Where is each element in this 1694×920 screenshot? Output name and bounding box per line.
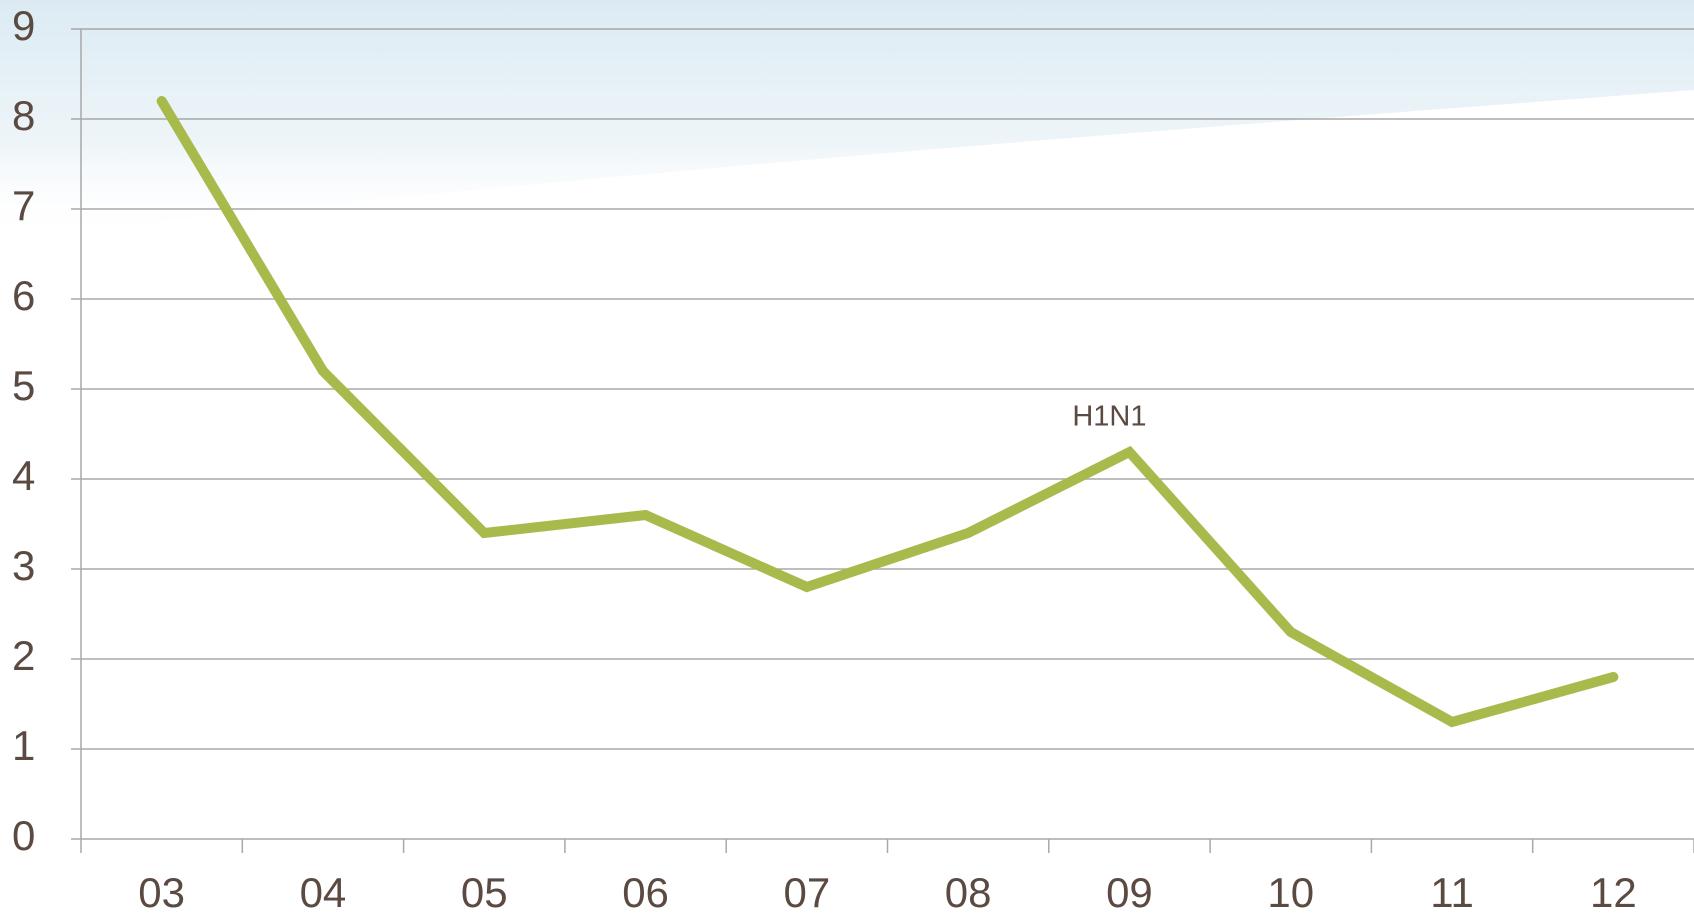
y-tick-label: 8 (12, 92, 35, 139)
x-tick-label: 07 (783, 869, 830, 916)
y-tick-label: 6 (12, 272, 35, 319)
x-tick-label: 09 (1106, 869, 1153, 916)
y-tick-label: 4 (12, 452, 35, 499)
y-tick-label: 9 (12, 2, 35, 49)
x-tick-label: 06 (622, 869, 669, 916)
x-tick-label: 05 (461, 869, 508, 916)
x-tick-label: 12 (1590, 869, 1637, 916)
line (156, 96, 1619, 728)
x-tick-label: 08 (945, 869, 992, 916)
x-tick-label: 11 (1430, 869, 1474, 916)
y-tick-label: 3 (12, 542, 35, 589)
sky-background (0, 0, 1694, 240)
y-tick-label: 2 (12, 632, 35, 679)
x-tick-label: 10 (1267, 869, 1314, 916)
y-tick-label: 7 (12, 182, 35, 229)
annotation: H1N1 (1072, 401, 1146, 433)
y-tick-label: 5 (12, 362, 35, 409)
y-tick-label: 1 (12, 722, 35, 769)
x-tick-label: 04 (300, 869, 347, 916)
y-tick-label: 0 (12, 812, 35, 859)
x-tick-label: 03 (138, 869, 185, 916)
